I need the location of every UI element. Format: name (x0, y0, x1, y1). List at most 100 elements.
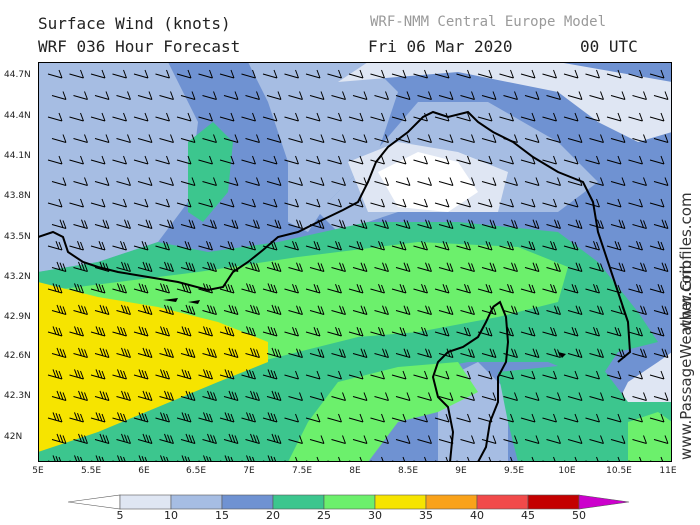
wind-barb (370, 370, 385, 380)
wind-barb (546, 219, 561, 229)
wind-barb (481, 219, 497, 229)
wind-barb (524, 392, 540, 401)
wind-barb (90, 155, 106, 165)
wind-barb (434, 112, 450, 122)
wind-barb (241, 326, 256, 337)
wind-barb (653, 392, 669, 401)
wind-barb (370, 155, 385, 165)
wind-barb (202, 261, 217, 272)
wind-barb (456, 284, 471, 294)
wind-barb (159, 134, 174, 143)
wind-barb (520, 241, 536, 251)
wind-barb (610, 435, 626, 444)
wind-barb (116, 91, 131, 100)
wind-barb (73, 261, 88, 272)
wind-barb (51, 347, 67, 358)
wind-barb (585, 370, 600, 380)
wind-barb (417, 134, 432, 143)
wind-barb (585, 413, 600, 423)
wind-barb (610, 134, 626, 143)
lon-label: 10E (558, 466, 576, 476)
wind-barb (331, 435, 346, 444)
wind-barb (219, 326, 235, 337)
wind-barb (348, 413, 364, 423)
wind-barb (460, 435, 475, 444)
wind-zone-10-15 (338, 62, 672, 142)
wind-barb (262, 412, 278, 423)
wind-barb (370, 198, 385, 208)
wind-barb (481, 435, 497, 444)
wind-barb (223, 304, 239, 315)
wind-barb (567, 348, 583, 358)
wind-barb (520, 327, 536, 337)
wind-barb (477, 155, 493, 165)
wind-barb (159, 91, 174, 100)
wind-barb (649, 69, 665, 79)
wind-barb (610, 348, 626, 358)
wind-barb (585, 112, 600, 122)
wind-barb (520, 112, 536, 122)
wind-barb (137, 91, 153, 100)
wind-barb (563, 112, 579, 122)
wind-barb (309, 392, 325, 401)
wind-barb (137, 261, 153, 272)
wind-barb (133, 241, 149, 251)
wind-barb (219, 369, 235, 380)
wind-barb (327, 370, 342, 380)
wind-barb (481, 177, 497, 186)
wind-zone-25-30 (628, 412, 672, 462)
wind-barb (202, 433, 217, 444)
wind-barb (481, 134, 497, 143)
wind-barb (649, 112, 665, 122)
wind-barb (499, 69, 514, 79)
wind-barb (481, 392, 497, 401)
wind-barb (245, 304, 260, 315)
wind-barb (155, 369, 170, 380)
wind-barb (391, 69, 407, 79)
wind-barb (503, 262, 518, 272)
wind-barb (176, 326, 192, 337)
colorbar-segment (527, 494, 580, 510)
wind-barb (245, 134, 260, 143)
wind-barb (202, 304, 217, 315)
wind-barb (348, 69, 364, 79)
lon-label: 6.5E (186, 466, 206, 476)
wind-barb (202, 91, 217, 100)
wind-barb (395, 435, 411, 444)
wind-barb (309, 177, 325, 186)
wind-barb (180, 177, 196, 186)
forecast-time: 00 UTC (580, 37, 638, 56)
wind-barb (94, 347, 110, 358)
wind-barb (520, 370, 536, 380)
wind-barb (180, 347, 196, 358)
wind-barb (628, 284, 643, 294)
wind-barb (284, 155, 299, 165)
wind-barb (374, 91, 389, 100)
wind-barb (262, 69, 278, 79)
wind-barb (137, 134, 153, 143)
wind-barb (262, 326, 278, 337)
wind-barb (503, 348, 518, 358)
wind-barb (567, 177, 583, 186)
wind-barb (331, 177, 346, 186)
wind-barb (542, 413, 557, 423)
wind-barb (241, 241, 256, 251)
wind-barb (73, 134, 88, 143)
wind-barb (241, 112, 256, 122)
wind-barb (176, 69, 192, 79)
wind-barb (73, 91, 88, 100)
wind-barb (460, 134, 475, 143)
wind-barb (481, 348, 497, 358)
wind-barb (69, 369, 84, 380)
wind-barb (223, 347, 239, 358)
wind-barb (391, 155, 407, 165)
wind-barb (649, 198, 665, 208)
wind-barb (456, 112, 471, 122)
colorbar-label: 40 (470, 509, 484, 522)
wind-barb (413, 155, 428, 165)
wind-barb (628, 327, 643, 337)
wind-barb (241, 412, 256, 423)
wind-barb (90, 241, 106, 251)
wind-barb (589, 134, 604, 143)
wind-barb (542, 155, 557, 165)
